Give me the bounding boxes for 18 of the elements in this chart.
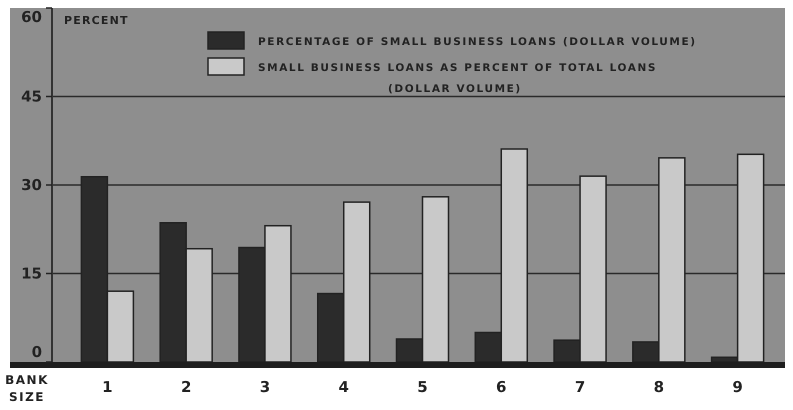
y-axis-title: PERCENT [64,14,129,27]
x-tick-label: 7 [574,378,586,396]
y-tick-label: 15 [21,264,42,282]
legend-label: PERCENTAGE OF SMALL BUSINESS LOANS (DOLLAR VOLUME) [258,36,697,48]
x-tick-label: 8 [654,378,664,396]
y-tick-label: 30 [21,176,42,194]
x-tick-label: 3 [260,378,270,396]
x-tick-label: 1 [102,378,113,396]
legend-label: SMALL BUSINESS LOANS AS PERCENT OF TOTAL LOANS (DOLLAR VOLUME) [258,62,658,95]
x-tick-label: 6 [496,378,506,396]
x-tick-label: 5 [417,378,428,396]
x-tick-label: 4 [338,378,349,396]
y-tick-label: 60 [21,8,42,26]
y-tick-label: 0 [32,343,42,361]
y-tick-label: 45 [21,88,42,106]
x-tick-label: 9 [732,378,743,396]
x-tick-label: 2 [180,378,192,396]
x-axis-title: BANK SIZE [5,373,49,404]
